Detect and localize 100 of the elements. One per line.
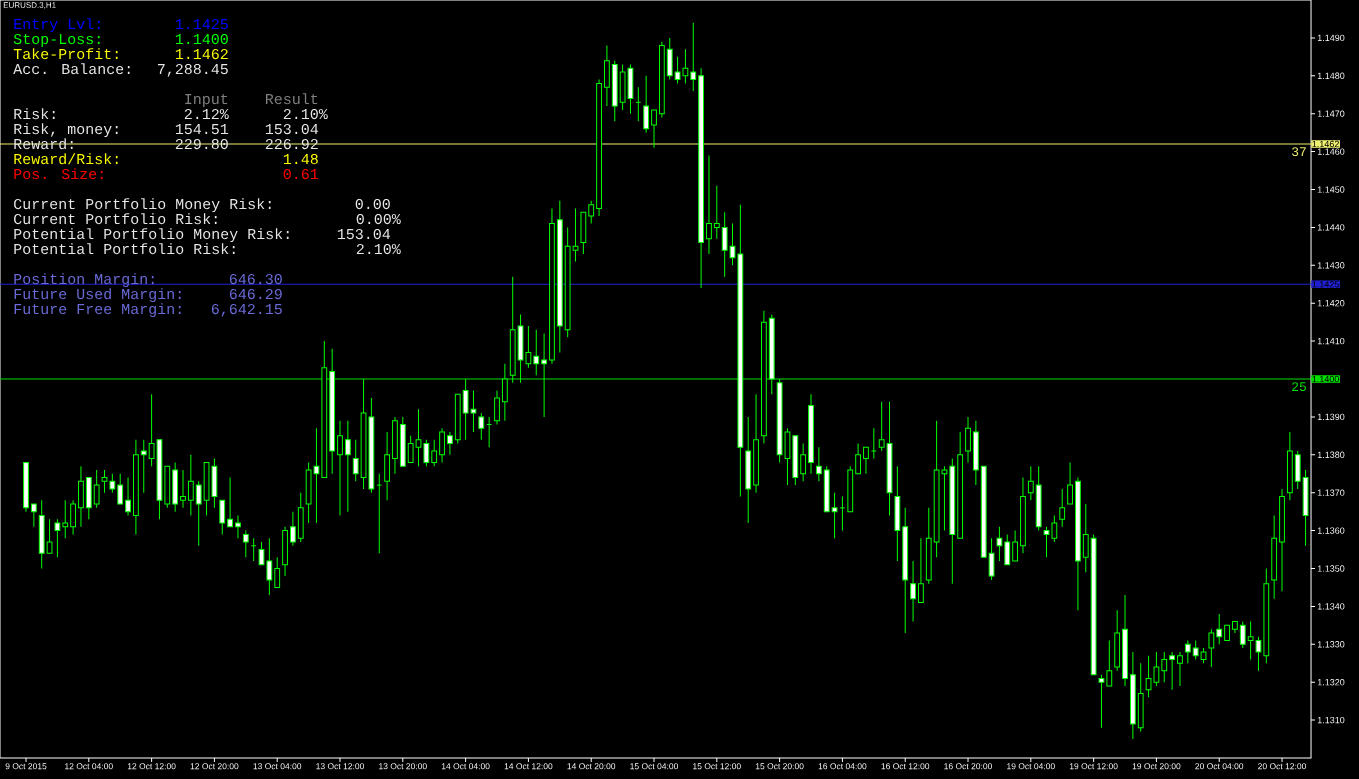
- annotation: Entry Lvl:: [14, 18, 100, 33]
- candlestick: [478, 412, 485, 441]
- annotation: Potential Portfolio Risk:: [14, 243, 235, 255]
- y-tick-label: 1.1390: [1317, 413, 1345, 421]
- candlestick: [643, 75, 650, 134]
- y-tick-label: 1.1440: [1317, 224, 1345, 231]
- candlestick: [195, 480, 202, 547]
- candlestick: [352, 439, 359, 482]
- annotation: 226.92: [265, 138, 318, 150]
- candlestick: [706, 154, 712, 255]
- x-tick-label: 13 Oct 20:00: [379, 763, 427, 770]
- candlestick: [1027, 465, 1034, 501]
- annotation: Potential Portfolio Money Risk:: [14, 228, 289, 243]
- x-tick-label: 13 Oct 04:00: [253, 763, 302, 770]
- candlestick: [501, 363, 508, 422]
- candlestick: [30, 503, 37, 528]
- candlestick: [1177, 651, 1183, 687]
- annotation: 0.00: [355, 198, 390, 210]
- y-tick-label: 1.1430: [1317, 262, 1345, 269]
- annotation: Stop-Loss:: [13, 33, 100, 48]
- candlestick: [62, 499, 69, 539]
- x-tick-label: 16 Oct 20:00: [944, 763, 993, 770]
- candlestick: [1239, 621, 1246, 649]
- candlestick: [839, 496, 846, 532]
- candlestick: [910, 560, 916, 623]
- x-tick-label: 12 Oct 12:00: [127, 763, 176, 770]
- candlestick: [54, 518, 61, 558]
- y-tick-label: 1.1320: [1317, 679, 1345, 686]
- annotation: Position Margin:: [14, 273, 154, 288]
- y-tick-label: 1.1460: [1317, 148, 1345, 155]
- annotation: 153.04: [337, 228, 391, 240]
- annotation: Acc. Balance:: [13, 63, 130, 75]
- candlestick: [1184, 640, 1191, 664]
- x-tick-label: 19 Oct 12:00: [1069, 763, 1118, 770]
- x-tick-label: 12 Oct 04:00: [65, 763, 113, 770]
- y-tick-label: 1.1310: [1317, 716, 1345, 724]
- annotation: 646.30: [229, 273, 282, 285]
- x-tick-label: 20 Oct 12:00: [1258, 763, 1307, 770]
- annotation: 1.1462: [175, 48, 228, 60]
- candlestick: [1004, 533, 1011, 566]
- annotation: Take-Profit:: [13, 48, 118, 60]
- candlestick: [1161, 651, 1168, 683]
- candlestick: [125, 477, 131, 516]
- candlestick: [690, 22, 697, 92]
- candlestick: [870, 427, 877, 460]
- annotation: Input: [185, 94, 228, 108]
- x-tick-label: 14 Oct 04:00: [441, 763, 490, 770]
- candlestick: [290, 511, 296, 547]
- annotation: 2.10%: [356, 243, 401, 255]
- annotation: Current Portfolio Risk:: [14, 213, 217, 225]
- candlestick: [486, 416, 493, 448]
- ref-line-label: 1.1400: [1312, 375, 1339, 383]
- annotation: 154.51: [175, 124, 229, 135]
- y-tick-label: 1.1490: [1317, 34, 1345, 42]
- x-tick-label: 15 Oct 04:00: [630, 763, 678, 770]
- candlestick: [996, 526, 1003, 562]
- annotation: 1.1425: [175, 18, 228, 30]
- y-tick-label: 1.1350: [1317, 565, 1345, 572]
- candlestick: [541, 333, 548, 418]
- y-tick-label: 1.1330: [1317, 641, 1345, 648]
- y-tick-label: 1.1480: [1317, 72, 1345, 79]
- x-tick-label: 16 Oct 04:00: [818, 763, 867, 770]
- candlestick: [117, 473, 124, 505]
- candlestick: [187, 454, 194, 516]
- candlestick: [235, 514, 241, 539]
- candlestick: [1169, 651, 1176, 691]
- annotation: 25: [1292, 382, 1306, 392]
- candlestick: [1216, 613, 1223, 645]
- x-tick-label: 12 Oct 20:00: [190, 763, 239, 770]
- candlestick: [713, 185, 720, 240]
- candlestick: [588, 200, 595, 225]
- candlestick: [863, 446, 869, 475]
- annotation: 2.12%: [184, 108, 229, 120]
- chart-title: EURUSD.3,H1: [3, 2, 56, 9]
- annotation: Future Used Margin:: [14, 288, 181, 303]
- candlestick: [431, 439, 438, 467]
- candlestick: [800, 442, 807, 482]
- candlestick: [635, 86, 642, 122]
- x-tick-label: 19 Oct 04:00: [1007, 763, 1055, 770]
- annotation: Risk, money:: [14, 123, 118, 138]
- candlestick: [250, 537, 257, 562]
- candlestick: [439, 427, 445, 463]
- candlestick: [46, 518, 53, 554]
- candlestick: [337, 420, 343, 516]
- ref-line-label: 1.1425: [1312, 281, 1339, 288]
- annotation: 153.04: [265, 123, 319, 135]
- candlestick: [242, 530, 249, 558]
- candlestick: [855, 442, 862, 475]
- y-tick-label: 1.1340: [1317, 603, 1345, 610]
- candlestick: [533, 329, 540, 376]
- x-tick-label: 9 Oct 2015: [5, 763, 47, 770]
- y-tick-label: 1.1360: [1317, 527, 1345, 534]
- annotation: Reward:: [14, 138, 73, 150]
- y-tick-label: 1.1450: [1317, 186, 1345, 193]
- annotation: 2.10%: [283, 108, 328, 120]
- candlestick: [1059, 488, 1066, 528]
- annotation: 0.61: [283, 168, 319, 180]
- annotation: 37: [1292, 147, 1306, 157]
- annotation: 7,288.45: [157, 63, 228, 77]
- x-tick-label: 16 Oct 12:00: [881, 763, 930, 770]
